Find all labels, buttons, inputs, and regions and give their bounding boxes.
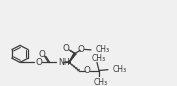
Text: O: O [78, 45, 85, 54]
Text: O: O [84, 66, 90, 75]
Text: O: O [63, 44, 70, 53]
Text: CH₃: CH₃ [92, 54, 106, 63]
Text: CH₃: CH₃ [96, 45, 110, 54]
Text: O: O [35, 58, 42, 67]
Text: CH₃: CH₃ [94, 78, 108, 86]
Text: CH₃: CH₃ [113, 65, 127, 74]
Polygon shape [69, 53, 76, 63]
Text: NH: NH [59, 58, 70, 67]
Text: O: O [39, 50, 45, 59]
